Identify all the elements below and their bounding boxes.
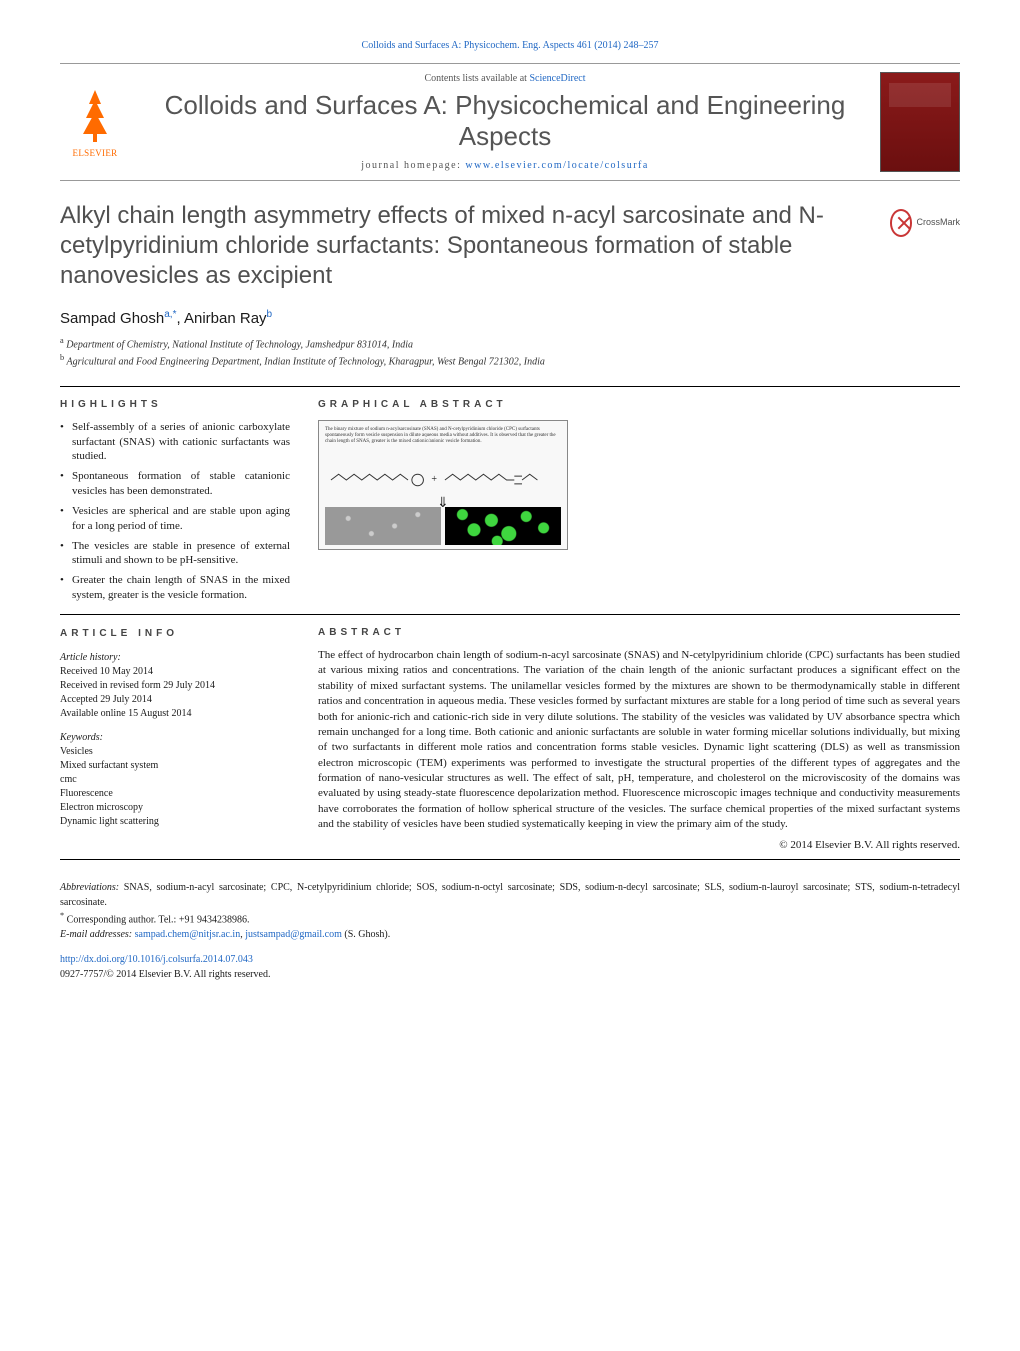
authors-line: Sampad Ghosha,*, Anirban Rayb xyxy=(60,309,960,327)
crossmark-label: CrossMark xyxy=(916,217,960,228)
abstract-head: ABSTRACT xyxy=(318,627,960,638)
abstract-text: The effect of hydrocarbon chain length o… xyxy=(318,648,960,833)
highlight-item: Greater the chain length of SNAS in the … xyxy=(60,573,290,603)
article-info-head: ARTICLE INFO xyxy=(60,627,290,641)
article-info-section: ARTICLE INFO Article history: Received 1… xyxy=(60,627,290,851)
highlights-head: HIGHLIGHTS xyxy=(60,399,290,410)
ga-chemical-structure: + xyxy=(329,469,549,491)
keyword: Mixed surfactant system xyxy=(60,759,290,773)
abbreviations: Abbreviations: SNAS, sodium-n-acyl sarco… xyxy=(60,880,960,910)
highlight-item: Spontaneous formation of stable catanion… xyxy=(60,469,290,499)
corresponding-author: * Corresponding author. Tel.: +91 943423… xyxy=(60,910,960,927)
keyword: Dynamic light scattering xyxy=(60,815,290,829)
history-item: Received in revised form 29 July 2014 xyxy=(60,679,290,693)
graphical-abstract-figure: The binary mixture of sodium n-acylsarco… xyxy=(318,420,568,550)
email-link-2[interactable]: justsampad@gmail.com xyxy=(245,929,342,940)
citation-header: Colloids and Surfaces A: Physicochem. En… xyxy=(60,40,960,51)
elsevier-tree-icon xyxy=(71,86,119,146)
keywords-head: Keywords: xyxy=(60,731,290,745)
journal-title: Colloids and Surfaces A: Physicochemical… xyxy=(142,90,868,152)
author-link-1[interactable]: Sampad Ghosh xyxy=(60,310,164,327)
history-head: Article history: xyxy=(60,651,290,665)
abstract-copyright: © 2014 Elsevier B.V. All rights reserved… xyxy=(318,839,960,851)
journal-cover-thumbnail[interactable] xyxy=(880,72,960,172)
footer: Abbreviations: SNAS, sodium-n-acyl sarco… xyxy=(60,880,960,982)
highlight-item: The vesicles are stable in presence of e… xyxy=(60,539,290,569)
masthead: ELSEVIER Contents lists available at Sci… xyxy=(60,63,960,181)
abstract-section: ABSTRACT The effect of hydrocarbon chain… xyxy=(318,627,960,851)
affiliations: a Department of Chemistry, National Inst… xyxy=(60,335,960,370)
email-line: E-mail addresses: sampad.chem@nitjsr.ac.… xyxy=(60,927,960,942)
ga-fluorescence-image xyxy=(445,507,561,545)
history-item: Received 10 May 2014 xyxy=(60,665,290,679)
ga-tem-image xyxy=(325,507,441,545)
highlight-item: Self-assembly of a series of anionic car… xyxy=(60,420,290,465)
highlights-list: Self-assembly of a series of anionic car… xyxy=(60,420,290,603)
elsevier-label: ELSEVIER xyxy=(73,148,118,158)
keyword: Fluorescence xyxy=(60,787,290,801)
contents-line: Contents lists available at ScienceDirec… xyxy=(142,73,868,84)
keyword: cmc xyxy=(60,773,290,787)
highlights-section: HIGHLIGHTS Self-assembly of a series of … xyxy=(60,399,290,608)
elsevier-logo[interactable]: ELSEVIER xyxy=(60,77,130,167)
graphical-abstract-section: GRAPHICAL ABSTRACT The binary mixture of… xyxy=(318,399,960,608)
journal-homepage-link[interactable]: www.elsevier.com/locate/colsurfa xyxy=(465,160,648,171)
graphical-abstract-head: GRAPHICAL ABSTRACT xyxy=(318,399,960,410)
email-link-1[interactable]: sampad.chem@nitjsr.ac.in xyxy=(135,929,241,940)
highlight-item: Vesicles are spherical and are stable up… xyxy=(60,504,290,534)
issn-line: 0927-7757/© 2014 Elsevier B.V. All right… xyxy=(60,969,270,980)
crossmark-badge[interactable]: CrossMark xyxy=(890,205,960,241)
sciencedirect-link[interactable]: ScienceDirect xyxy=(529,73,585,84)
article-title: Alkyl chain length asymmetry effects of … xyxy=(60,201,960,291)
history-item: Available online 15 August 2014 xyxy=(60,707,290,721)
history-item: Accepted 29 July 2014 xyxy=(60,693,290,707)
ga-result-images xyxy=(325,507,561,545)
keyword: Vesicles xyxy=(60,745,290,759)
homepage-line: journal homepage: www.elsevier.com/locat… xyxy=(142,160,868,171)
ga-caption: The binary mixture of sodium n-acylsarco… xyxy=(325,427,561,445)
keywords-list: Vesicles Mixed surfactant system cmc Flu… xyxy=(60,745,290,829)
author-link-2[interactable]: Anirban Ray xyxy=(184,310,267,327)
keyword: Electron microscopy xyxy=(60,801,290,815)
crossmark-icon xyxy=(890,209,912,237)
doi-link[interactable]: http://dx.doi.org/10.1016/j.colsurfa.201… xyxy=(60,954,253,965)
citation-link[interactable]: Colloids and Surfaces A: Physicochem. En… xyxy=(362,40,659,51)
